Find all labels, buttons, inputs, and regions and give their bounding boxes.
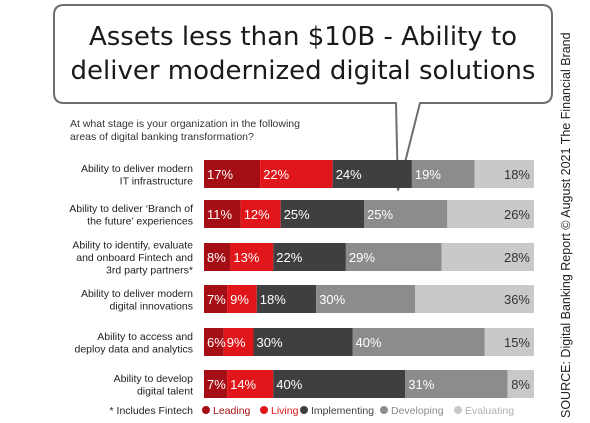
bar-developing-1 <box>411 160 475 188</box>
value-labels: 17% 22% 24% 19% 18% 11% 12% 25% 25% 26% 8% 13% 22% 29… <box>207 167 530 392</box>
category-label-6-line-1: Ability to develop <box>114 373 194 385</box>
category-label-2-line-1: Ability to deliver ‘Branch of <box>69 203 193 215</box>
value-label-leading-4: 7% <box>207 292 226 307</box>
bar-developing-6 <box>405 370 508 398</box>
value-label-developing-2: 25% <box>367 207 393 222</box>
legend-marker-living <box>260 406 268 414</box>
category-label-6-line-2: digital talent <box>137 385 193 397</box>
bar-implementing-2 <box>280 200 364 228</box>
category-label-5-line-2: deploy data and analytics <box>75 343 194 355</box>
category-label-3-line-3: 3rd party partners* <box>106 265 193 277</box>
bar-implementing-5 <box>253 328 353 356</box>
legend-label-implementing: Implementing <box>311 405 374 417</box>
bar-living-3 <box>230 243 274 271</box>
bar-evaluating-4 <box>415 285 534 313</box>
value-label-leading-5: 6% <box>207 335 226 350</box>
category-label-2-line-2: the future’ experiences <box>87 215 193 227</box>
category-label-4-line-2: digital innovations <box>110 300 193 312</box>
value-label-living-3: 13% <box>233 250 259 265</box>
survey-question-line-1: At what stage is your organization in th… <box>70 118 300 130</box>
legend-label-evaluating: Evaluating <box>465 405 514 417</box>
value-label-evaluating-2: 26% <box>504 207 530 222</box>
category-label-1-line-1: Ability to deliver modern <box>81 163 193 175</box>
bar-developing-2 <box>364 200 448 228</box>
bar-evaluating-1 <box>474 160 534 188</box>
value-label-implementing-2: 25% <box>284 207 310 222</box>
survey-question-line-2: areas of digital banking transformation? <box>70 131 254 143</box>
value-label-living-2: 12% <box>244 207 270 222</box>
value-label-living-1: 22% <box>263 167 289 182</box>
title-speech-bubble <box>53 4 553 191</box>
value-label-implementing-1: 24% <box>336 167 362 182</box>
bar-implementing-4 <box>256 285 317 313</box>
chart-title-line-1: Assets less than $10B - Ability to <box>89 22 517 52</box>
value-label-developing-4: 30% <box>319 292 345 307</box>
value-label-evaluating-5: 15% <box>504 335 530 350</box>
category-label-5-line-1: Ability to access and <box>97 331 193 343</box>
value-label-developing-3: 29% <box>349 250 375 265</box>
legend-label-leading: Leading <box>213 405 251 417</box>
value-label-evaluating-4: 36% <box>504 292 530 307</box>
legend: Leading Living Implementing Developing Evalu… <box>202 405 514 417</box>
bar-evaluating-5 <box>484 328 534 356</box>
legend-label-developing: Developing <box>391 405 444 417</box>
value-label-leading-1: 17% <box>207 167 233 182</box>
category-label-1-line-2: IT infrastructure <box>120 175 193 187</box>
bar-living-2 <box>240 200 281 228</box>
bar-leading-5 <box>204 328 224 356</box>
bar-living-5 <box>223 328 254 356</box>
value-label-living-4: 9% <box>230 292 249 307</box>
value-label-implementing-3: 22% <box>276 250 302 265</box>
bar-implementing-1 <box>332 160 412 188</box>
bar-leading-2 <box>204 200 241 228</box>
bar-living-6 <box>227 370 274 398</box>
value-label-evaluating-3: 28% <box>504 250 530 265</box>
bar-evaluating-6 <box>507 370 534 398</box>
legend-marker-leading <box>202 406 210 414</box>
legend-marker-developing <box>380 406 388 414</box>
category-label-3-line-2: and onboard Fintech and <box>76 252 193 264</box>
value-label-developing-6: 31% <box>408 377 434 392</box>
legend-label-living: Living <box>271 405 299 417</box>
legend-marker-implementing <box>300 406 308 414</box>
bar-living-1 <box>260 160 333 188</box>
value-label-leading-2: 11% <box>207 207 232 222</box>
bar-implementing-6 <box>273 370 406 398</box>
value-label-leading-6: 7% <box>207 377 226 392</box>
chart-title-line-2: deliver modernized digital solutions <box>71 56 536 86</box>
category-label-4-line-1: Ability to deliver modern <box>81 288 193 300</box>
legend-marker-evaluating <box>454 406 462 414</box>
bar-developing-3 <box>345 243 442 271</box>
value-label-developing-5: 40% <box>356 335 382 350</box>
value-label-implementing-6: 40% <box>276 377 302 392</box>
stacked-bars <box>204 160 534 398</box>
value-label-implementing-5: 30% <box>257 335 283 350</box>
bar-leading-3 <box>204 243 231 271</box>
value-label-leading-3: 8% <box>207 250 226 265</box>
bar-evaluating-3 <box>441 243 534 271</box>
bar-developing-4 <box>316 285 416 313</box>
value-label-implementing-4: 18% <box>260 292 286 307</box>
value-label-evaluating-6: 8% <box>511 377 530 392</box>
bar-leading-4 <box>204 285 228 313</box>
bar-leading-1 <box>204 160 261 188</box>
bar-evaluating-2 <box>447 200 534 228</box>
bar-implementing-3 <box>273 243 346 271</box>
category-label-3-line-1: Ability to identify, evaluate <box>72 240 193 252</box>
value-label-developing-1: 19% <box>415 167 441 182</box>
value-label-evaluating-1: 18% <box>504 167 530 182</box>
bar-developing-5 <box>352 328 485 356</box>
value-label-living-6: 14% <box>230 377 256 392</box>
source-credit: SOURCE: Digital Banking Report © August … <box>559 32 573 418</box>
value-label-living-5: 9% <box>227 335 246 350</box>
bar-living-4 <box>227 285 257 313</box>
bar-leading-6 <box>204 370 228 398</box>
footnote: * Includes Fintech <box>110 405 194 417</box>
